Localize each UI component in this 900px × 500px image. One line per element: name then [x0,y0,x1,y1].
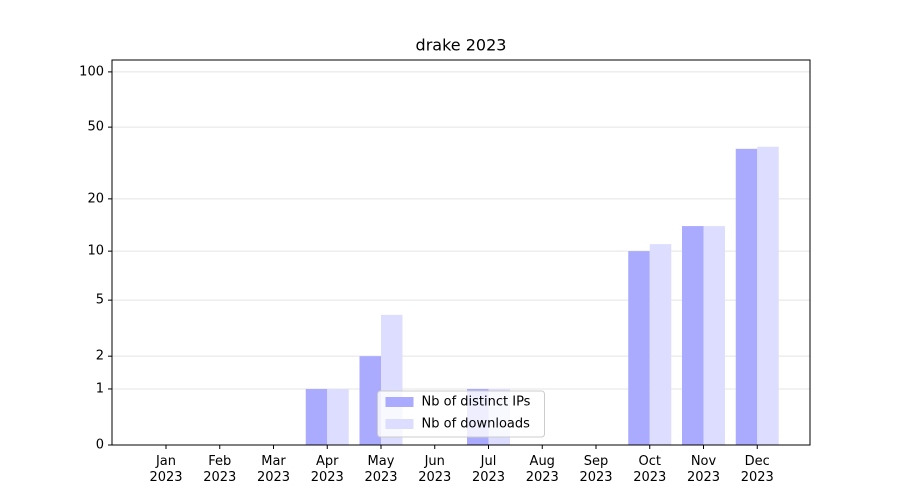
bar [305,388,328,445]
legend-label: Nb of downloads [422,417,531,432]
y-tick-label: 100 [79,64,104,79]
bar [682,226,704,445]
legend-box [377,390,545,438]
y-tick-label: 5 [96,293,104,308]
chart-title: drake 2023 [416,36,507,55]
y-tick-label: 2 [96,349,104,364]
y-tick-label: 1 [96,381,104,396]
y-tick-label: 0 [96,438,104,453]
legend-swatch [385,397,414,407]
plot-frame [111,59,811,446]
x-tick-label: May 2023 [364,454,397,485]
bar [735,148,758,445]
legend-label: Nb of distinct IPs [422,395,531,410]
x-tick-label: Feb 2023 [203,454,236,485]
bar [327,388,349,445]
x-tick-label: Jun 2023 [418,454,451,485]
x-tick-label: Nov 2023 [687,454,720,485]
y-tick-label: 10 [87,244,104,259]
bar [359,356,381,445]
x-tick-label: Aug 2023 [526,454,559,485]
bar [649,244,672,445]
x-tick-label: Apr 2023 [311,454,344,485]
legend-swatch [385,419,414,429]
x-tick-label: Jul 2023 [472,454,505,485]
y-tick-label: 50 [87,120,104,135]
bar [757,146,779,446]
x-tick-label: Dec 2023 [741,454,774,485]
y-tick-label: 20 [87,191,104,206]
x-tick-label: Mar 2023 [257,454,290,485]
bar [628,251,650,445]
bar [703,226,725,445]
x-tick-label: Oct 2023 [633,454,666,485]
x-tick-label: Sep 2023 [579,454,612,485]
x-tick-label: Jan 2023 [149,454,182,485]
